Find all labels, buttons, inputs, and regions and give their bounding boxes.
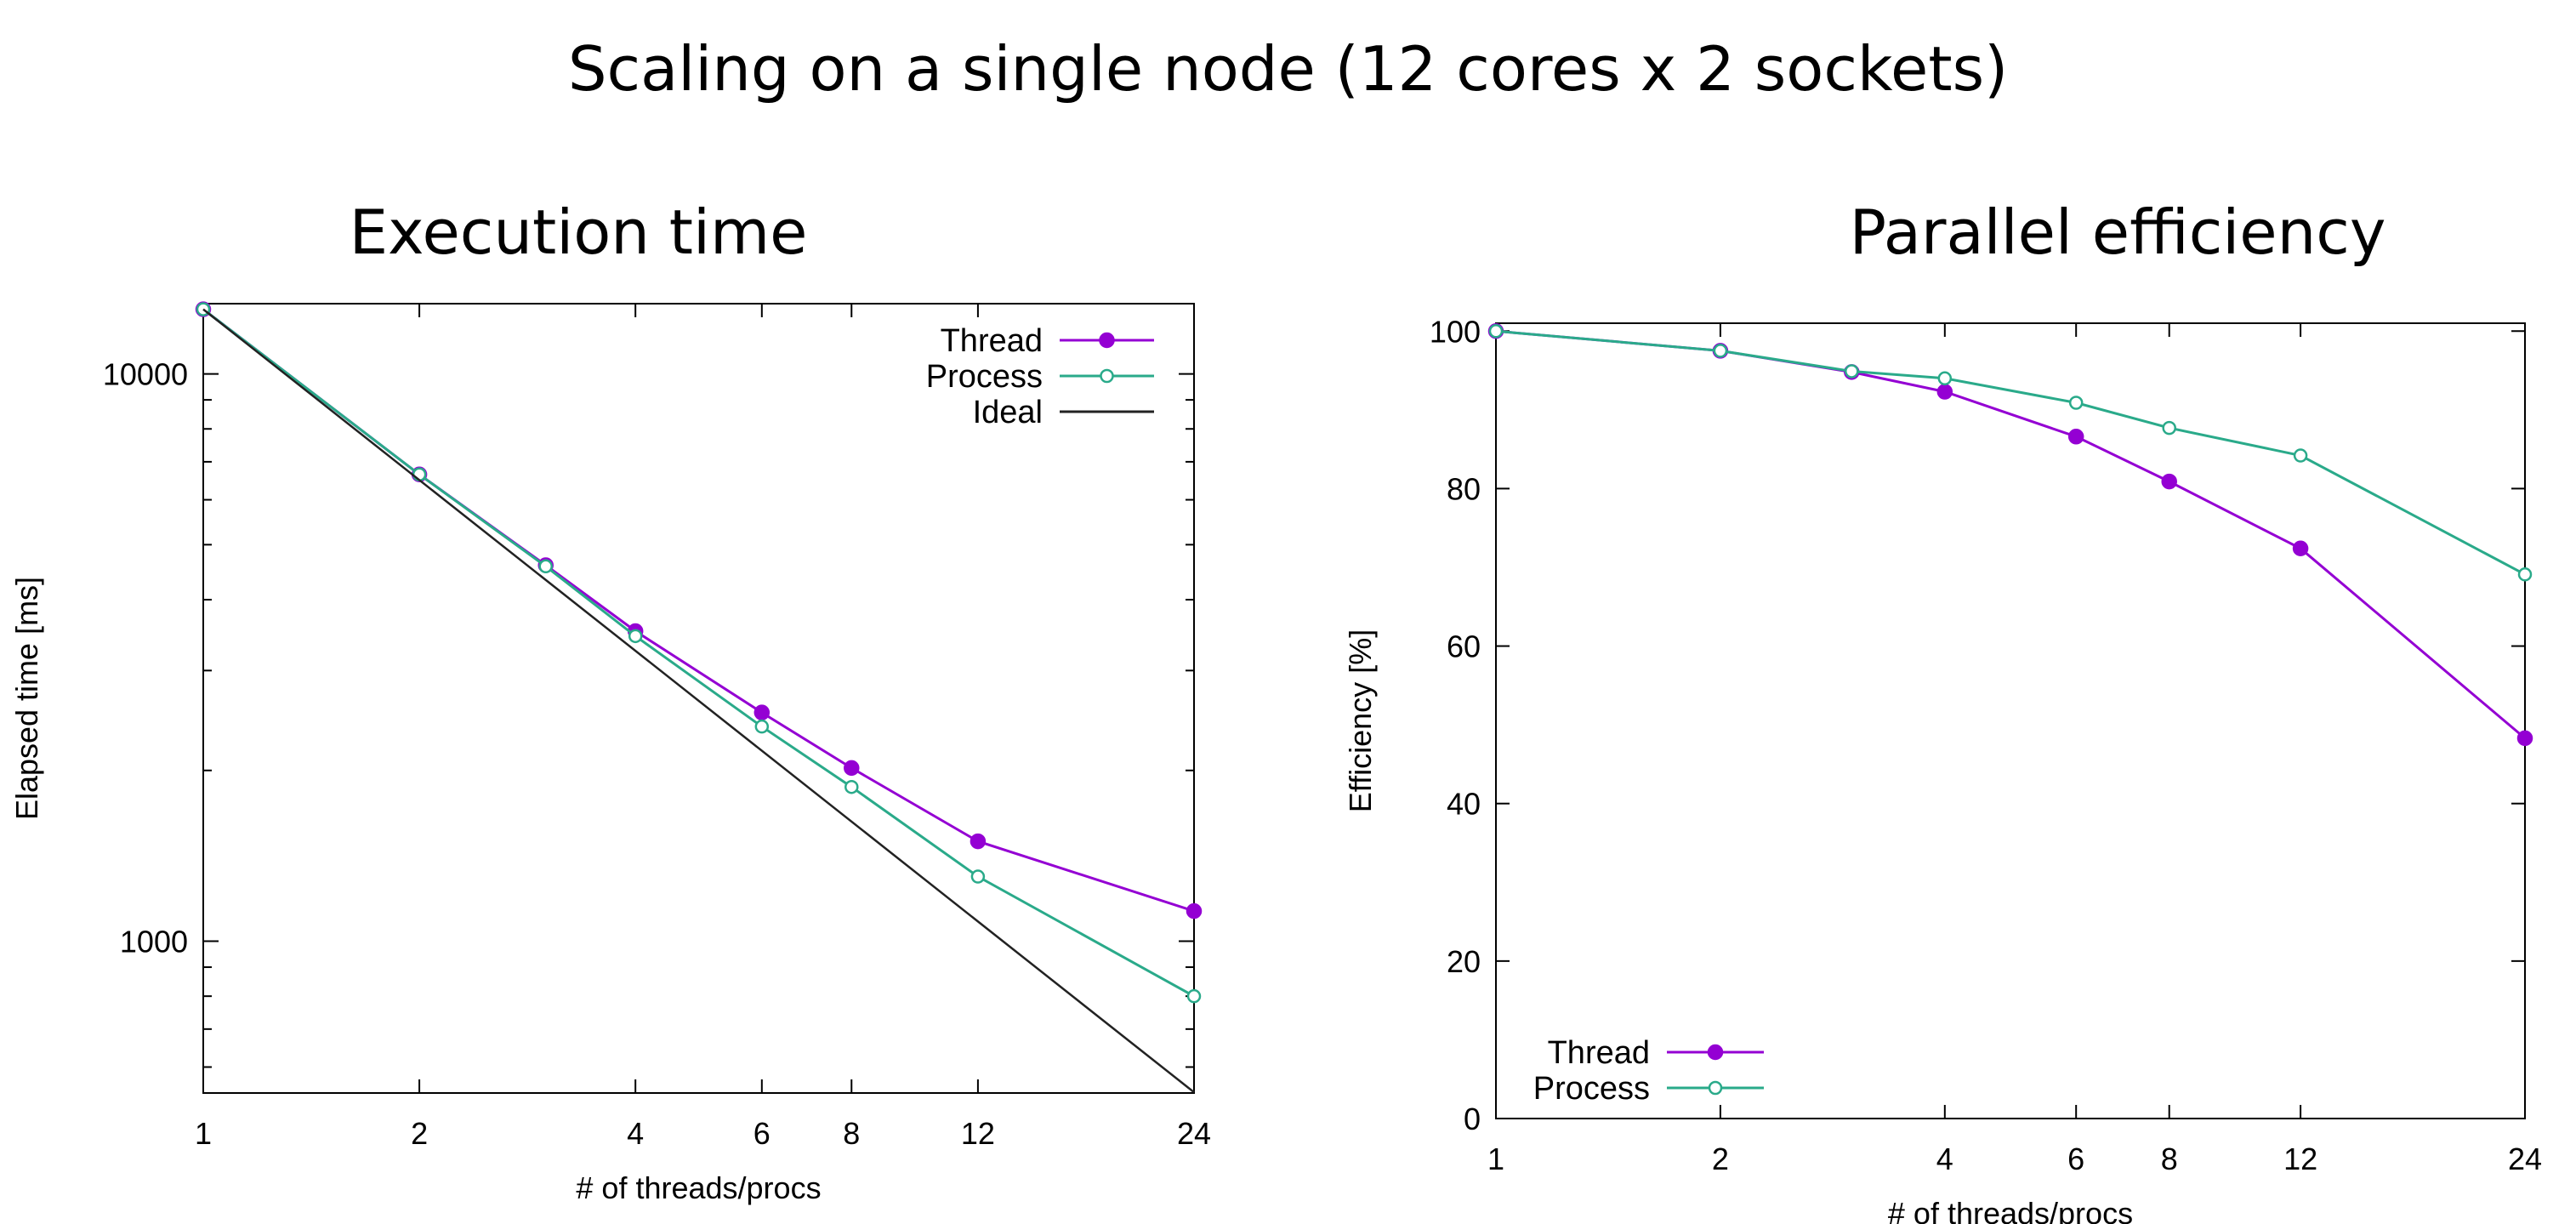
process-data-point: [2162, 420, 2176, 436]
x-axis-label: # of threads/procs: [1888, 1196, 2133, 1224]
ideal-series-line: [202, 308, 1195, 1094]
process-data-point: [628, 629, 643, 644]
process-data-point: [2293, 448, 2308, 463]
y-tick-label: 0: [1464, 1102, 1481, 1136]
process-data-point: [754, 719, 770, 734]
process-data-point: [970, 869, 986, 884]
x-tick-label: 6: [2067, 1141, 2084, 1176]
thread-data-point: [753, 704, 771, 720]
y-tick-label: 20: [1447, 944, 1481, 979]
legend-label-thread: Thread: [1548, 1035, 1650, 1071]
thread-data-point: [844, 760, 860, 777]
y-tick-label: 40: [1447, 787, 1481, 822]
process-series-line: [1495, 329, 2526, 576]
plot-frame: [1495, 322, 2526, 1119]
thread-data-point: [1186, 902, 1203, 919]
legend-marker-process: [1708, 1080, 1723, 1096]
x-tick-label: 2: [411, 1116, 428, 1151]
process-data-point: [1186, 988, 1202, 1004]
legend-label-ideal: Ideal: [973, 395, 1043, 430]
thread-data-point: [1936, 384, 1953, 400]
y-tick-label: 10000: [103, 357, 188, 392]
process-data-point: [1488, 324, 1504, 339]
thread-data-point: [2292, 540, 2309, 557]
process-series-line: [202, 308, 1195, 998]
process-data-point: [844, 779, 859, 794]
process-data-point: [1845, 364, 1859, 379]
process-data-point: [412, 467, 427, 482]
x-axis-label: # of threads/procs: [576, 1170, 821, 1205]
thread-data-point: [2161, 473, 2177, 490]
y-axis-label: Elapsed time [ms]: [9, 577, 44, 820]
x-tick-label: 8: [2161, 1141, 2178, 1176]
x-tick-label: 12: [2283, 1141, 2317, 1176]
thread-series-line: [202, 308, 1195, 913]
x-tick-label: 12: [961, 1116, 995, 1151]
x-tick-label: 24: [2508, 1141, 2542, 1176]
plot-frame: [202, 303, 1195, 1094]
legend-label-thread: Thread: [941, 323, 1043, 359]
y-axis-label: Efficiency [%]: [1343, 629, 1378, 812]
x-tick-label: 4: [627, 1116, 644, 1151]
y-tick-label: 1000: [120, 925, 188, 959]
x-tick-label: 6: [753, 1116, 771, 1151]
legend-label-process: Process: [926, 359, 1043, 395]
thread-series-line: [1495, 329, 2526, 740]
process-data-point: [2517, 567, 2533, 582]
thread-data-point: [2516, 730, 2533, 747]
y-tick-label: 100: [1430, 314, 1481, 349]
x-tick-label: 4: [1936, 1141, 1953, 1176]
parallel-efficiency-title: Parallel efficiency: [1849, 196, 2386, 268]
legend-marker-process: [1100, 368, 1114, 384]
process-data-point: [1713, 344, 1728, 358]
execution-time-title: Execution time: [349, 196, 808, 268]
thread-data-point: [2067, 429, 2084, 445]
y-tick-label: 60: [1447, 629, 1481, 664]
figure-title: Scaling on a single node (12 cores x 2 s…: [567, 33, 2009, 105]
x-tick-label: 24: [1177, 1116, 1211, 1151]
legend-marker-thread: [1099, 332, 1115, 349]
process-data-point: [1937, 371, 1953, 386]
legend-marker-thread: [1707, 1044, 1724, 1061]
x-tick-label: 2: [1712, 1141, 1729, 1176]
x-tick-label: 1: [195, 1116, 212, 1151]
process-data-point: [2068, 396, 2084, 410]
x-tick-label: 1: [1487, 1141, 1504, 1176]
y-tick-label: 80: [1447, 471, 1481, 506]
process-data-point: [538, 559, 553, 574]
thread-data-point: [970, 833, 987, 850]
legend-label-process: Process: [1533, 1071, 1650, 1107]
x-tick-label: 8: [843, 1116, 860, 1151]
